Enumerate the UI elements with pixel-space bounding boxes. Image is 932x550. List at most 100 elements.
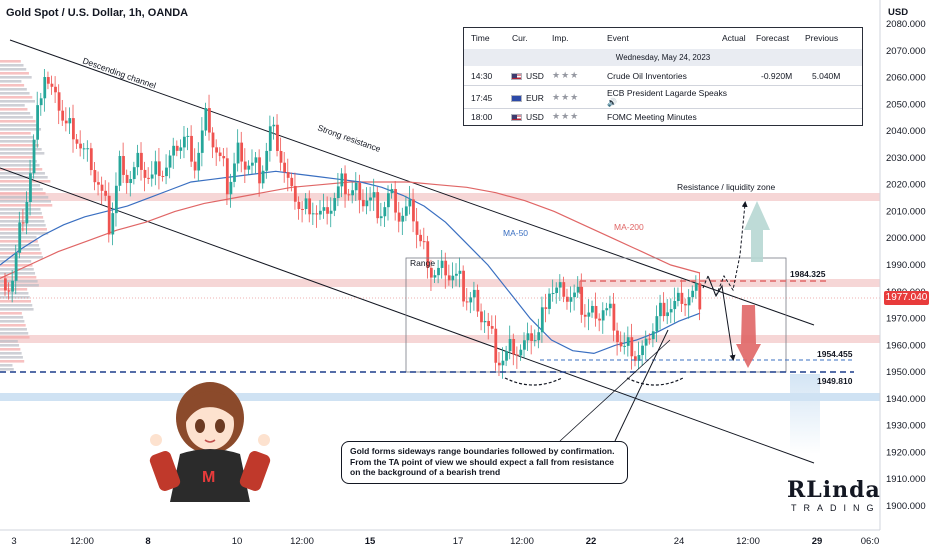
candle-body <box>79 143 82 149</box>
col-forecast: Forecast <box>756 33 790 43</box>
candle-body <box>533 340 537 342</box>
ma200-line <box>0 181 701 279</box>
candle-body <box>265 150 269 171</box>
y-tick-label: 1960.000 <box>886 340 926 351</box>
volume-profile-bar <box>0 256 43 259</box>
candle-body <box>165 167 168 177</box>
candle-body <box>193 161 197 171</box>
candle-body <box>344 173 347 195</box>
candle-body <box>222 156 226 159</box>
candle-body <box>218 152 222 157</box>
volume-profile-bar <box>0 92 30 95</box>
lower-blue-area <box>790 374 820 454</box>
channel-lower-line <box>0 167 815 464</box>
volume-profile-bar <box>0 344 20 347</box>
candle-body <box>408 199 412 207</box>
candle-body <box>523 340 526 350</box>
candle-body <box>118 156 122 186</box>
volume-profile-bar <box>0 232 49 235</box>
candle-body <box>82 148 86 150</box>
volume-profile-bar <box>0 272 36 275</box>
bullish-big-arrow <box>744 201 770 262</box>
volume-profile-bar <box>0 308 34 311</box>
candle-body <box>182 136 186 148</box>
candle-body <box>494 328 498 363</box>
candle-body <box>21 222 25 224</box>
candle-body <box>304 198 308 210</box>
candle-body <box>426 241 430 268</box>
callout-leader-2 <box>559 339 671 442</box>
volume-profile-bar <box>0 96 33 99</box>
candle-body <box>680 292 684 304</box>
candle-body <box>283 162 286 173</box>
candle-body <box>268 126 272 151</box>
candle-body <box>114 185 118 214</box>
volume-profile-bar <box>0 316 24 319</box>
volume-profile-bar <box>0 120 36 123</box>
candle-body <box>415 221 419 235</box>
candle-body <box>526 333 530 341</box>
volume-profile-bar <box>0 140 37 143</box>
volume-profile-bar <box>0 164 40 167</box>
candle-body <box>311 213 315 215</box>
candle-body <box>243 161 247 170</box>
row-event: FOMC Meeting Minutes <box>607 112 697 122</box>
candle-body <box>612 303 616 331</box>
level-1984-label: 1984.325 <box>790 269 826 279</box>
row-event: ECB President Lagarde Speaks <box>607 88 728 98</box>
candle-body <box>548 293 551 309</box>
candle-body <box>562 282 566 297</box>
resistance-zone-band <box>0 193 880 201</box>
volume-profile-bar <box>0 160 37 163</box>
candle-body <box>379 216 383 219</box>
col-previous: Previous <box>805 33 839 43</box>
candle-body <box>89 148 93 171</box>
candle-body <box>208 108 211 133</box>
x-tick-label: 12:00 <box>736 536 760 547</box>
candle-body <box>157 161 161 176</box>
volume-profile-bar <box>0 236 37 239</box>
candle-body <box>179 147 183 151</box>
candle-body <box>626 337 630 346</box>
y-tick-label: 2050.000 <box>886 99 926 110</box>
candle-body <box>591 305 594 313</box>
volume-profile-bar <box>0 292 29 295</box>
level-1949-label: 1949.810 <box>817 376 853 386</box>
y-tick-label: 1970.000 <box>886 314 926 325</box>
candle-body <box>404 206 408 216</box>
ma200-label: MA-200 <box>614 222 644 232</box>
candle-body <box>276 124 279 151</box>
candle-body <box>143 169 147 178</box>
logo-main-text: RLinda <box>787 477 881 503</box>
candle-body <box>412 199 415 222</box>
candle-body <box>394 189 397 213</box>
volume-profile-bar <box>0 340 18 343</box>
volume-profile-bar <box>0 312 22 315</box>
volume-profile-bar <box>0 132 31 135</box>
candle-body <box>698 283 702 310</box>
volume-profile-bar <box>0 252 42 255</box>
svg-text:M: M <box>202 469 215 486</box>
volume-profile-bar <box>0 72 29 75</box>
candle-body <box>440 260 444 268</box>
x-tick-label: 3 <box>11 536 16 547</box>
y-tick-label: 2010.000 <box>886 206 926 217</box>
x-tick-label: 17 <box>453 536 464 547</box>
candle-body <box>175 145 179 151</box>
volume-profile-bar <box>0 360 25 363</box>
candle-body <box>254 157 258 163</box>
volume-profile-bar <box>0 208 41 211</box>
candle-body <box>290 177 294 187</box>
row-event: Crude Oil Inventories <box>607 71 687 81</box>
candle-body <box>666 312 669 317</box>
range-top-zone-band <box>0 279 880 287</box>
candle-body <box>250 162 254 166</box>
volume-profile-bar <box>0 124 39 127</box>
candle-body <box>54 86 57 93</box>
candle-body <box>333 198 337 211</box>
speaker-icon: 🔊 <box>607 98 617 107</box>
candle-body <box>641 345 644 356</box>
candle-body <box>497 362 501 366</box>
table-date-row: Wednesday, May 24, 2023 <box>464 49 862 66</box>
y-tick-label: 1900.000 <box>886 501 926 512</box>
